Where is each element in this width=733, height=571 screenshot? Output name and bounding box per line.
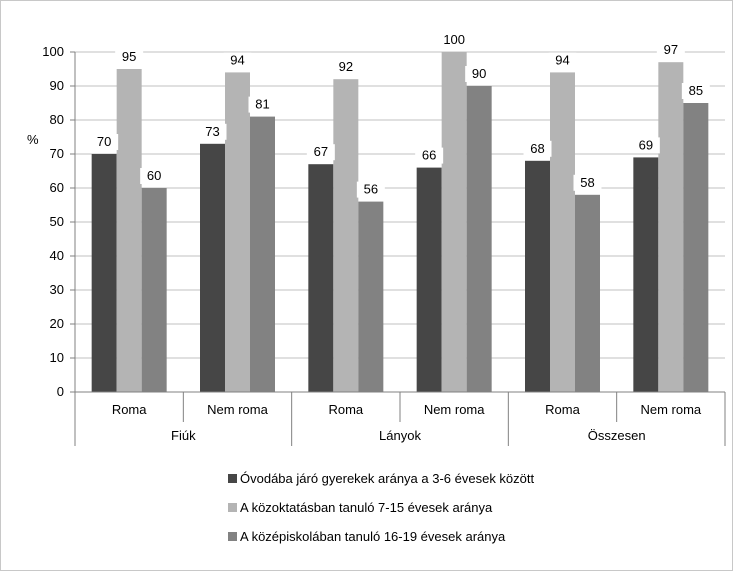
- data-label-bg: [681, 83, 710, 99]
- y-tick-label: 40: [50, 248, 64, 263]
- bar: [416, 167, 442, 392]
- data-label-bg: [573, 174, 602, 191]
- data-label-bg: [631, 137, 660, 154]
- data-label-bg: [306, 144, 335, 161]
- legend-swatch: [228, 474, 237, 483]
- category-label: Roma: [112, 402, 147, 417]
- data-label: 56: [364, 182, 378, 197]
- category-label: Nem roma: [424, 402, 485, 417]
- data-label: 69: [639, 137, 653, 152]
- bar: [358, 201, 384, 392]
- bar: [466, 86, 492, 392]
- y-tick-label: 70: [50, 146, 64, 161]
- y-axis-ticks: 0 10 20 30 40 50 60 70 80 90 100: [42, 44, 76, 399]
- x-axis: Roma Nem roma Roma Nem roma Roma Nem roma Fiúk…: [74, 391, 726, 446]
- y-tick-label: 80: [50, 112, 64, 127]
- legend-label: A középiskolában tanuló 16-19 évesek ará…: [240, 529, 506, 544]
- data-label: 94: [230, 52, 244, 67]
- data-label: 85: [689, 83, 703, 98]
- y-tick-label: 20: [50, 316, 64, 331]
- data-label-bg: [223, 52, 252, 69]
- bar: [683, 103, 709, 392]
- data-label-bg: [415, 147, 444, 164]
- data-label: 100: [443, 32, 465, 47]
- group-label: Lányok: [379, 428, 421, 443]
- group-label: Fiúk: [171, 428, 196, 443]
- bar: [658, 62, 684, 392]
- bar: [141, 188, 167, 392]
- data-label: 95: [122, 49, 136, 64]
- data-label-bg: [140, 168, 169, 184]
- bar: [441, 52, 467, 392]
- legend-label: A közoktatásban tanuló 7-15 évesek arány…: [240, 500, 493, 515]
- data-label-bg: [90, 134, 119, 150]
- data-label: 92: [339, 59, 353, 74]
- legend: Óvodába járó gyerekek aránya a 3-6 évese…: [228, 471, 535, 544]
- data-label: 81: [255, 97, 269, 112]
- data-label: 60: [147, 168, 161, 183]
- y-tick-label: 10: [50, 350, 64, 365]
- category-label: Nem roma: [207, 402, 268, 417]
- data-label: 97: [664, 42, 678, 57]
- data-label-bg: [198, 123, 227, 140]
- y-tick-label: 100: [42, 44, 64, 59]
- y-axis-label: %: [27, 132, 39, 147]
- group-label: Összesen: [588, 428, 646, 443]
- data-label-bg: [115, 49, 144, 65]
- data-label: 70: [97, 134, 111, 149]
- bar: [308, 164, 334, 392]
- data-label-bg: [548, 52, 577, 69]
- category-label: Nem roma: [640, 402, 701, 417]
- bar: [633, 157, 659, 392]
- data-label-bg: [656, 42, 685, 59]
- bars: [91, 52, 709, 393]
- data-label: 66: [422, 148, 436, 163]
- y-tick-label: 90: [50, 78, 64, 93]
- bar: [250, 116, 275, 392]
- bar: [550, 72, 575, 393]
- bar: [200, 143, 225, 392]
- bar: [116, 69, 142, 392]
- bar: [225, 72, 250, 393]
- data-label: 90: [472, 66, 486, 81]
- bar: [575, 194, 600, 392]
- data-label: 94: [555, 52, 569, 67]
- bar: [333, 79, 359, 392]
- y-tick-label: 60: [50, 180, 64, 195]
- data-label-bg: [523, 140, 552, 157]
- data-label: 58: [580, 175, 594, 190]
- legend-swatch: [228, 532, 237, 541]
- category-label: Roma: [328, 402, 363, 417]
- data-label-bg: [331, 59, 360, 76]
- category-label: Roma: [545, 402, 580, 417]
- gridlines: [75, 51, 725, 393]
- data-label: 73: [205, 124, 219, 139]
- legend-swatch: [228, 503, 237, 512]
- data-label-bg: [356, 181, 385, 198]
- data-label-bg: [440, 32, 469, 48]
- y-tick-label: 50: [50, 214, 64, 229]
- data-label-bg: [248, 96, 277, 113]
- data-label-bg: [465, 66, 494, 82]
- y-tick-label: 0: [57, 384, 64, 399]
- data-label: 67: [314, 144, 328, 159]
- data-labels: 70 95 60 73 94 81 67 92 56 66 100 90 68 94 58 69 97 85: [90, 32, 710, 198]
- bar: [525, 160, 550, 392]
- bar: [91, 154, 117, 392]
- legend-label: Óvodába járó gyerekek aránya a 3-6 évese…: [240, 471, 535, 486]
- y-tick-label: 30: [50, 282, 64, 297]
- data-label: 68: [530, 141, 544, 156]
